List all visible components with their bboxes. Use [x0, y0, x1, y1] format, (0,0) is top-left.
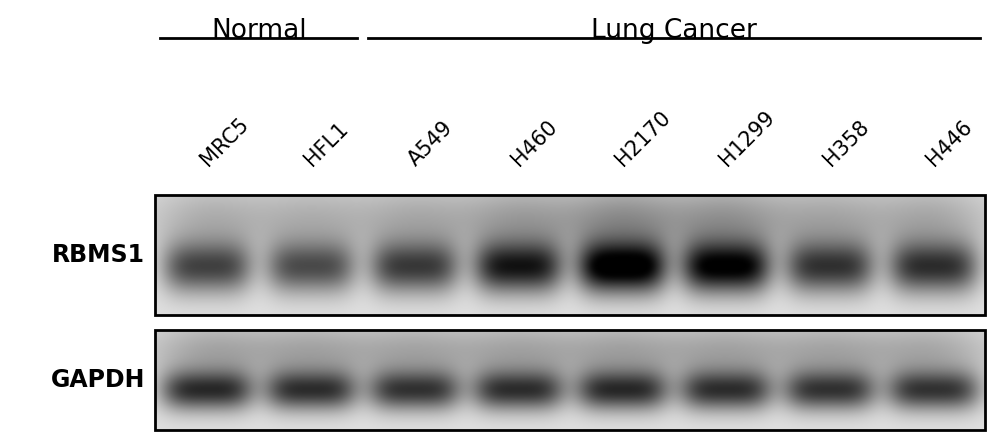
Text: H446: H446 [923, 117, 976, 170]
Text: Normal: Normal [211, 18, 307, 44]
Text: Lung Cancer: Lung Cancer [591, 18, 757, 44]
Bar [155, 195, 985, 315]
Text: H358: H358 [819, 117, 872, 170]
Text: HFL1: HFL1 [300, 119, 352, 170]
Text: A549: A549 [404, 118, 457, 170]
Text: H460: H460 [508, 117, 561, 170]
Text: H2170: H2170 [612, 108, 674, 170]
Text: GAPDH: GAPDH [51, 368, 145, 392]
Text: RBMS1: RBMS1 [52, 243, 145, 267]
Bar [155, 330, 985, 430]
Text: H1299: H1299 [715, 107, 778, 170]
Text: MRC5: MRC5 [197, 114, 253, 170]
